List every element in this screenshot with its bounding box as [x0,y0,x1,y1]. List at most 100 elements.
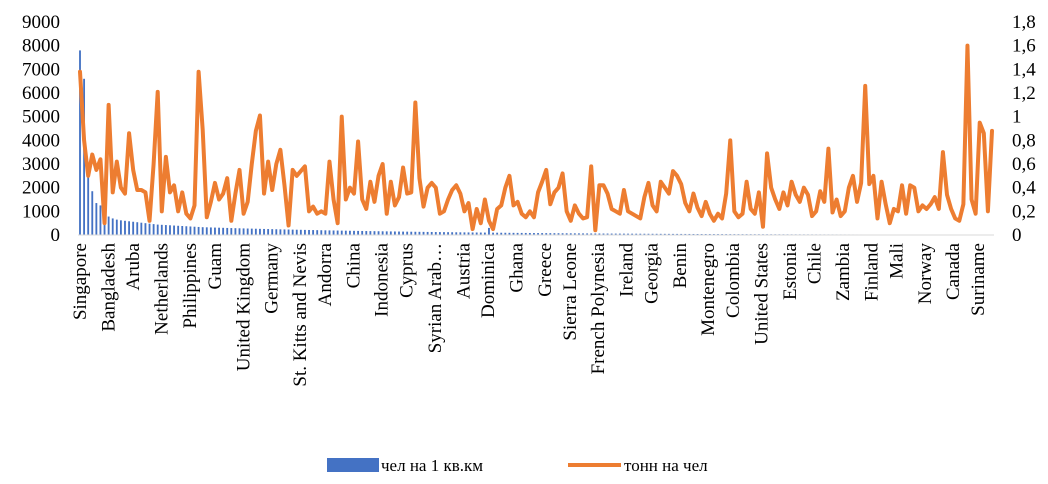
x-tick-label: Estonia [780,242,801,300]
bar [271,229,273,235]
x-tick-label: Suriname [968,243,989,316]
legend-bar-label: чел на 1 кв.км [381,456,483,475]
bar [394,231,396,235]
bar [116,220,118,235]
bar [95,203,97,235]
bar [333,230,335,235]
x-tick-label: Zambia [833,242,854,301]
bar [337,231,339,235]
bar [251,229,253,235]
bar [234,228,236,235]
left-tick-label: 2000 [22,178,60,199]
bar [243,228,245,235]
bar [255,229,257,235]
bar [108,217,110,235]
x-tick-label: Mali [886,243,907,279]
bar [267,229,269,235]
bar [214,228,216,235]
right-axis-ticks: 1,81,61,41,210,80,60,40,20 [1012,12,1036,246]
left-tick-label: 9000 [22,12,60,33]
bar [365,231,367,235]
bar [124,221,126,235]
bar [279,229,281,235]
bar [378,231,380,235]
x-tick-label: French Polynesia [588,242,609,374]
right-tick-label: 0 [1012,225,1022,246]
x-tick-label: Finland [862,243,883,302]
bar [406,232,408,235]
x-tick-label: Singapore [70,243,91,320]
right-tick-label: 1,6 [1012,36,1036,57]
x-tick-label: Bangladesh [98,243,119,332]
bar [275,229,277,235]
legend-bar-swatch [327,458,379,472]
right-tick-label: 1,2 [1012,83,1036,104]
bar [198,227,200,235]
x-tick-label: Andorra [315,242,336,306]
right-tick-label: 1,4 [1012,59,1036,80]
x-tick-label: Aruba [123,242,144,290]
bar [312,230,314,235]
bar [177,226,179,235]
x-tick-label: Sierra Leone [560,243,581,341]
bar [161,225,163,235]
bar [128,221,130,235]
x-tick-label: Norway [915,243,936,305]
bar [247,229,249,235]
x-tick-label: Benin [670,243,691,289]
bar [226,228,228,235]
bar [292,230,294,235]
left-tick-label: 0 [51,225,61,246]
x-tick-label: Chile [805,243,826,284]
left-tick-label: 3000 [22,154,60,175]
bar [100,205,102,235]
line-layer [80,46,992,231]
bar [398,232,400,235]
bar [218,228,220,235]
bar [202,227,204,235]
bar [259,229,261,235]
left-tick-label: 8000 [22,36,60,57]
right-tick-label: 0,6 [1012,154,1036,175]
x-tick-label: Greece [535,243,556,297]
bar [390,231,392,235]
bar [357,231,359,235]
right-tick-label: 1 [1012,107,1022,128]
left-tick-label: 4000 [22,130,60,151]
left-tick-label: 5000 [22,107,60,128]
bar [87,171,89,235]
x-tick-label: Georgia [641,242,662,303]
bars-layer [79,50,985,235]
bar [136,222,138,235]
bar [222,228,224,235]
x-tick-label: Cyprus [397,243,418,298]
x-tick-label: United States [751,243,772,345]
bar [382,231,384,235]
bar [157,225,159,235]
bar [374,231,376,235]
bar [120,220,122,235]
left-tick-label: 1000 [22,201,60,222]
bar [181,226,183,235]
x-tick-label: Philippines [180,243,201,329]
bar [349,231,351,235]
bar [402,232,404,235]
bar [329,230,331,235]
x-tick-label: Netherlands [152,243,173,335]
bar [300,230,302,235]
bar [169,225,171,235]
x-tick-label: United Kingdom [233,243,254,371]
bar [206,227,208,235]
bar [263,229,265,235]
bar [140,223,142,235]
bar [369,231,371,235]
right-tick-label: 0,8 [1012,130,1036,151]
bar [190,226,192,235]
bar [386,231,388,235]
x-tick-label: Ireland [617,243,638,297]
x-tick-label: Colombia [723,242,744,318]
